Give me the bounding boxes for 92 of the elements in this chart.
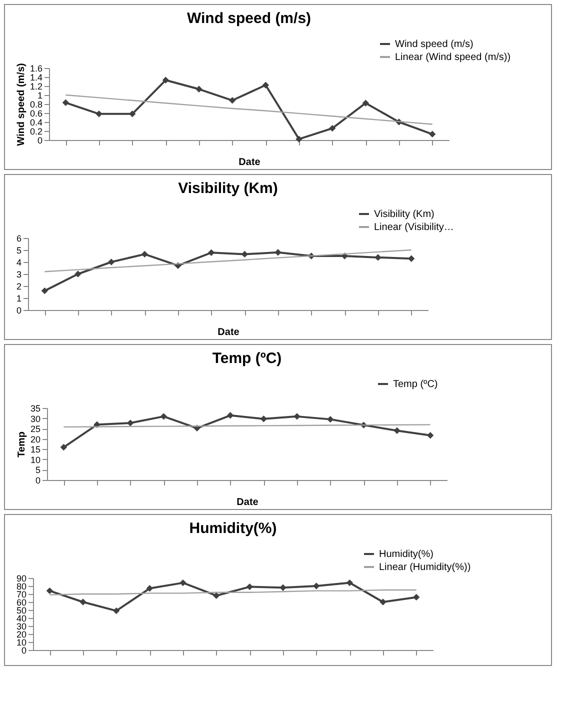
point [96, 110, 102, 118]
y-tick-label: 0 [35, 476, 40, 486]
point [80, 598, 86, 606]
y-tick-label: 4 [16, 258, 22, 268]
y-tick-label: 70 [16, 590, 26, 600]
y-tick-label: 5 [16, 246, 22, 256]
point [362, 100, 370, 106]
y-tick-label: 10 [30, 454, 40, 465]
point [428, 130, 436, 138]
point [146, 585, 154, 592]
point [212, 592, 220, 599]
y-tick-label: 0 [37, 136, 42, 146]
point [394, 427, 400, 434]
chart-title: Humidity(%) [189, 520, 277, 537]
legend-label: Temp (ºC) [393, 379, 438, 390]
y-tick-label: 60 [16, 598, 26, 608]
y-tick-label: 0 [21, 646, 26, 656]
point [126, 420, 134, 426]
point [162, 76, 170, 84]
point [328, 124, 336, 132]
x-axis-title: Date [236, 497, 259, 508]
y-tick-label: 2 [16, 282, 22, 292]
point [326, 416, 334, 423]
y-tick-label: 1.4 [30, 72, 42, 82]
y-tick-label: 40 [16, 614, 26, 624]
legend-label: Humidity(%) [379, 549, 434, 560]
point [196, 86, 202, 93]
point [260, 416, 268, 422]
y-tick-label: 50 [16, 606, 26, 616]
point [294, 413, 300, 420]
point [296, 136, 302, 142]
point [74, 270, 82, 278]
legend-label: Linear (Wind speed (m/s)) [395, 52, 511, 63]
x-axis-title: Date [238, 157, 261, 168]
point [346, 579, 354, 586]
y-tick-label: 1.2 [30, 82, 42, 92]
y-tick-label: 20 [16, 630, 26, 640]
point [228, 97, 236, 104]
point [426, 432, 434, 439]
point [262, 82, 270, 88]
y-tick-label: 20 [30, 434, 40, 444]
y-tick-label: 15 [30, 444, 40, 455]
x-axis-title: Date [218, 327, 240, 338]
y-tick-label: 35 [30, 404, 40, 414]
point [274, 249, 282, 256]
legend-label: Linear (Visibility… [374, 222, 454, 233]
legend-label: Linear (Humidity(%)) [379, 562, 471, 573]
y-tick-label: 80 [16, 582, 26, 592]
point [62, 99, 70, 106]
y-tick-label: 30 [16, 622, 26, 632]
point [46, 587, 54, 594]
y-tick-label: 1.6 [30, 64, 42, 74]
point [60, 444, 68, 451]
y-tick-label: 0 [16, 306, 22, 316]
point [241, 250, 248, 258]
line-series [65, 94, 433, 125]
point [128, 110, 136, 118]
chart-title: Wind speed (m/s) [186, 10, 312, 27]
y-tick-label: 1 [37, 90, 42, 100]
point [226, 412, 234, 419]
point [408, 255, 415, 262]
y-tick-label: 30 [30, 414, 40, 424]
y-tick-label: 5 [35, 465, 40, 476]
point [112, 607, 120, 614]
point [208, 249, 215, 256]
y-tick-label: 3 [16, 270, 22, 280]
point [374, 254, 382, 261]
legend-label: Wind speed (m/s) [395, 39, 474, 50]
y-axis-title: Temp [16, 432, 28, 458]
legend-label: Visibility (Km) [374, 209, 434, 220]
point [280, 584, 286, 591]
y-axis-title: Wind speed (m/s) [16, 63, 27, 146]
point [180, 579, 186, 586]
point [412, 594, 420, 601]
y-tick-label: 1 [16, 294, 22, 304]
point [380, 598, 386, 606]
y-tick-label: 6 [16, 234, 22, 244]
y-tick-label: 0.8 [30, 100, 42, 110]
point [312, 582, 320, 590]
y-tick-label: 0.6 [30, 108, 42, 118]
point [246, 583, 254, 590]
point [108, 258, 115, 266]
y-tick-label: 0.2 [30, 126, 42, 136]
chart-title: Visibility (Km) [178, 180, 278, 197]
chart-title: Temp (ºC) [212, 350, 282, 367]
y-tick-label: 25 [30, 424, 40, 434]
point [141, 250, 148, 258]
point [41, 287, 48, 294]
point [160, 413, 168, 420]
y-tick-label: 0.4 [30, 118, 42, 128]
y-tick-label: 10 [16, 638, 26, 648]
y-tick-label: 90 [16, 574, 26, 584]
